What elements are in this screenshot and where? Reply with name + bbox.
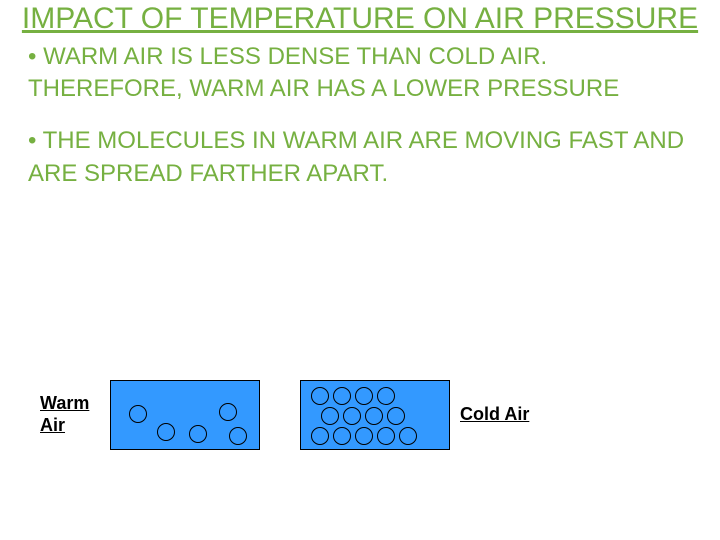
molecule-icon <box>229 427 247 445</box>
bullet-dot-icon: • <box>28 127 43 154</box>
molecule-icon <box>377 427 395 445</box>
molecule-icon <box>189 425 207 443</box>
bullet-list: • WARM AIR IS LESS DENSE THAN COLD AIR. … <box>0 37 720 191</box>
molecule-icon <box>377 387 395 405</box>
warm-air-group: Warm Air <box>40 380 260 450</box>
molecule-icon <box>311 387 329 405</box>
cold-air-label: Cold Air <box>460 404 529 426</box>
molecule-icon <box>343 407 361 425</box>
bullet-item: • THE MOLECULES IN WARM AIR ARE MOVING F… <box>28 125 692 190</box>
molecule-icon <box>333 387 351 405</box>
warm-air-label: Warm Air <box>40 393 100 436</box>
bullet-text: WARM AIR IS LESS DENSE THAN COLD AIR. TH… <box>28 43 619 102</box>
molecule-icon <box>157 423 175 441</box>
molecule-icon <box>311 427 329 445</box>
bullet-item: • WARM AIR IS LESS DENSE THAN COLD AIR. … <box>28 41 692 106</box>
molecule-icon <box>355 387 373 405</box>
molecule-icon <box>365 407 383 425</box>
molecule-icon <box>129 405 147 423</box>
molecule-icon <box>333 427 351 445</box>
cold-air-box <box>300 380 450 450</box>
molecule-icon <box>399 427 417 445</box>
molecule-icon <box>219 403 237 421</box>
cold-air-group: Cold Air <box>300 380 529 450</box>
diagrams-row: Warm Air Cold Air <box>0 380 720 450</box>
bullet-dot-icon: • <box>28 43 43 70</box>
warm-air-box <box>110 380 260 450</box>
molecule-icon <box>355 427 373 445</box>
page-title: IMPACT OF TEMPERATURE ON AIR PRESSURE <box>0 0 720 37</box>
molecule-icon <box>321 407 339 425</box>
molecule-icon <box>387 407 405 425</box>
bullet-text: THE MOLECULES IN WARM AIR ARE MOVING FAS… <box>28 127 684 186</box>
